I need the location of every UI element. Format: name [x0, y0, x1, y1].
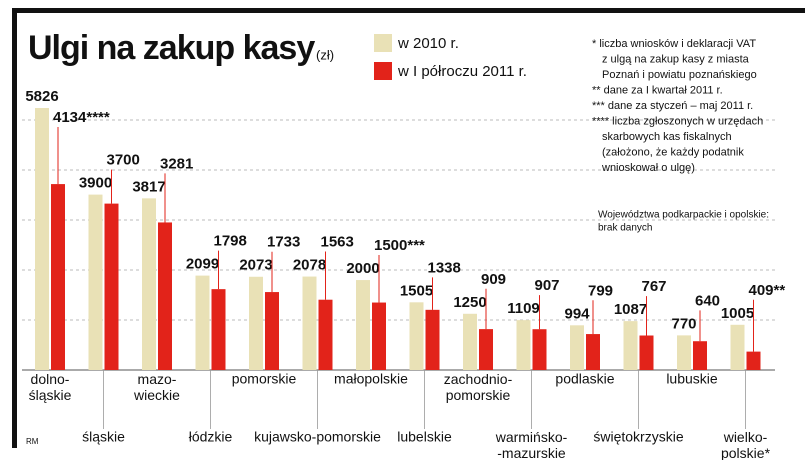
- bar: [516, 320, 531, 370]
- data-label: 3817: [132, 178, 165, 195]
- note: (założono, że każdy podatnik: [602, 146, 744, 158]
- x-tick-label: małopolskie: [334, 371, 408, 387]
- bar: [356, 280, 370, 370]
- note: wnioskował o ulgę): [601, 162, 695, 174]
- data-label: 1109: [507, 300, 540, 317]
- note: Województwa podkarpackie i opolskie:: [598, 210, 769, 221]
- bar: [425, 309, 440, 370]
- x-tick-label: kujawsko-pomorskie: [254, 429, 381, 445]
- data-label: 2073: [239, 257, 272, 274]
- data-label: 799: [588, 282, 613, 299]
- data-label: 409**: [749, 282, 786, 299]
- note: *** dane za styczeń – maj 2011 r.: [592, 100, 753, 112]
- note: **** liczba zgłoszonych w urzędach: [592, 115, 763, 127]
- bar: [570, 325, 584, 370]
- data-label: 994: [564, 305, 590, 322]
- bar: [142, 198, 156, 370]
- bar: [51, 184, 65, 370]
- chart-title: Ulgi na zakup kasy: [28, 29, 315, 67]
- bar: [318, 299, 333, 370]
- data-label: 1005: [721, 305, 754, 322]
- bar: [586, 334, 600, 370]
- x-tick-label: lubuskie: [666, 371, 718, 387]
- frame-top: [12, 8, 805, 13]
- bar: [623, 321, 638, 370]
- data-label: 2078: [293, 257, 326, 274]
- note: z ulgą na zakup kasy z miasta: [602, 53, 750, 65]
- bar: [372, 302, 386, 370]
- bar: [265, 292, 279, 370]
- bar: [463, 313, 477, 370]
- note: skarbowych kas fiskalnych: [602, 131, 732, 143]
- credit: RM: [26, 437, 39, 446]
- bar: [302, 276, 317, 370]
- data-label: 770: [671, 315, 696, 332]
- bar: [88, 194, 103, 370]
- data-label: 3700: [107, 152, 140, 169]
- data-label: 1250: [453, 294, 486, 311]
- x-tick-label: lubelskie: [397, 429, 452, 445]
- data-label: 2099: [186, 256, 219, 273]
- bar: [730, 324, 745, 370]
- data-label: 909: [481, 271, 506, 288]
- bar: [532, 329, 547, 370]
- data-label: 3900: [79, 175, 112, 192]
- bar: [104, 203, 119, 370]
- data-label: 1500***: [374, 237, 425, 254]
- bar: [195, 275, 210, 370]
- bar: [746, 351, 761, 370]
- x-tick-label: śląskie: [82, 429, 125, 445]
- data-label: 1338: [428, 259, 461, 276]
- data-label: 767: [642, 278, 667, 295]
- x-tick-label: warmińsko--mazurskie: [495, 429, 568, 460]
- bar: [639, 335, 654, 370]
- data-label: 1505: [400, 282, 433, 299]
- data-label: 907: [535, 277, 560, 294]
- note: brak danych: [598, 223, 652, 234]
- data-label: 5826: [25, 88, 58, 105]
- bar: [479, 329, 493, 370]
- x-tick-label: podlaskie: [555, 371, 614, 387]
- x-tick-label: świętokrzyskie: [593, 429, 683, 445]
- x-tick-label: zachodnio-pomorskie: [444, 371, 513, 403]
- data-label: 3281: [160, 155, 193, 172]
- data-label: 4134****: [53, 109, 110, 126]
- note: ** dane za I kwartał 2011 r.: [592, 84, 723, 96]
- bar: [158, 222, 172, 370]
- data-label: 1087: [614, 301, 647, 318]
- legend-swatch: [374, 62, 392, 80]
- x-tick-label: pomorskie: [232, 371, 297, 387]
- note: Poznań i powiatu poznańskiego: [602, 69, 757, 81]
- bar: [249, 276, 263, 370]
- legend-label: w I półroczu 2011 r.: [397, 63, 527, 80]
- bar: [409, 302, 424, 370]
- frame-left: [12, 8, 17, 448]
- x-tick-label: łódzkie: [189, 429, 233, 445]
- bar: [693, 341, 707, 370]
- data-label: 1563: [321, 234, 354, 251]
- data-label: 1798: [214, 233, 247, 250]
- bar: [211, 289, 226, 370]
- bar: [35, 108, 49, 370]
- bar: [677, 335, 691, 370]
- x-tick-label: dolno-śląskie: [29, 371, 72, 403]
- legend-swatch: [374, 34, 392, 52]
- legend-label: w 2010 r.: [397, 35, 459, 52]
- x-tick-label: mazo-wieckie: [133, 371, 180, 403]
- data-label: 640: [695, 292, 720, 309]
- data-label: 1733: [267, 234, 300, 251]
- note: * liczba wniosków i deklaracji VAT: [592, 38, 756, 50]
- chart-subtitle: (zł): [316, 47, 334, 62]
- x-tick-label: wielko-polskie*: [721, 429, 771, 460]
- data-label: 2000: [346, 260, 379, 277]
